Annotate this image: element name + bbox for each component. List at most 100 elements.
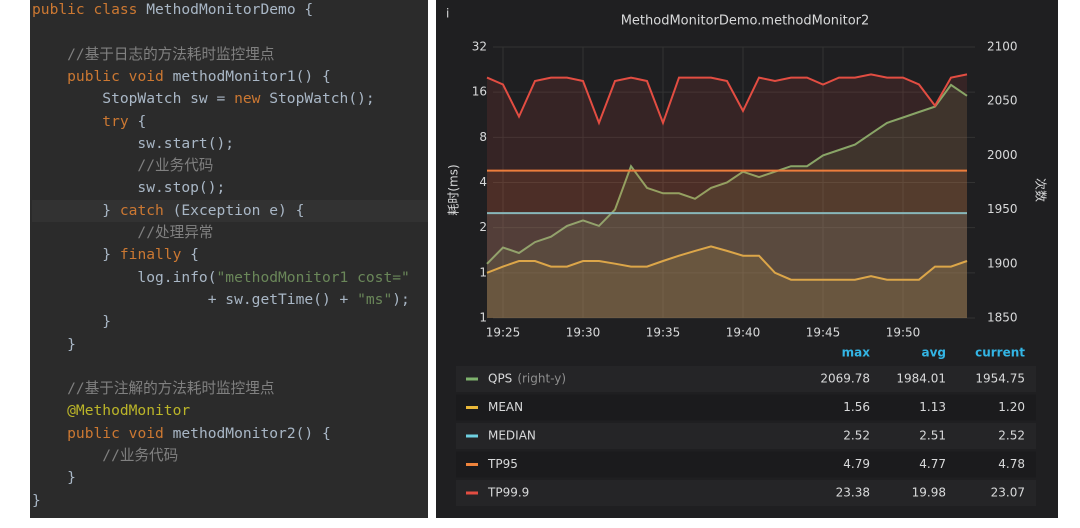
code-line: StopWatch sw = new StopWatch(); bbox=[32, 88, 428, 110]
code-token: methodMonitor1() { bbox=[172, 67, 331, 85]
code-token: void bbox=[128, 67, 173, 85]
code-line bbox=[32, 21, 428, 43]
code-editor: public class MethodMonitorDemo { //基于日志的… bbox=[30, 0, 428, 518]
legend-stat: 1.20 bbox=[998, 400, 1025, 414]
code-token: StopWatch(); bbox=[260, 90, 375, 108]
code-token: "ms" bbox=[357, 290, 393, 308]
legend-row-bg bbox=[456, 423, 1036, 449]
code-line: public void methodMonitor1() { bbox=[32, 66, 428, 88]
y-tick-label: 4 bbox=[479, 175, 487, 189]
code-line: try { bbox=[32, 111, 428, 133]
code-token: try bbox=[32, 112, 129, 130]
code-line: public class MethodMonitorDemo { bbox=[32, 0, 428, 21]
legend-name: QPS bbox=[488, 372, 512, 386]
code-token: public class bbox=[32, 1, 147, 18]
legend-stat: 2.52 bbox=[843, 429, 870, 443]
series-line bbox=[486, 245, 968, 281]
code-token: new bbox=[234, 90, 261, 108]
legend-name: TP99.9 bbox=[487, 486, 529, 500]
code-token: //基于日志的方法耗时监控埋点 bbox=[32, 45, 275, 63]
info-icon: i bbox=[446, 7, 449, 21]
code-token: public bbox=[32, 67, 129, 85]
legend-stat: 1.56 bbox=[843, 400, 870, 414]
code-token: } bbox=[32, 469, 76, 487]
legend-name: MEAN bbox=[488, 400, 523, 414]
code-token: //业务代码 bbox=[32, 157, 214, 175]
legend-stat: 2069.78 bbox=[820, 372, 870, 386]
code-token: } bbox=[32, 313, 112, 331]
code-token: public bbox=[32, 424, 129, 442]
code-line: } bbox=[32, 311, 428, 333]
legend-stat: 23.07 bbox=[991, 486, 1025, 500]
code-token: //基于注解的方法耗时监控埋点 bbox=[32, 380, 275, 398]
area-fill bbox=[487, 246, 967, 318]
code-line: @MethodMonitor bbox=[32, 400, 428, 422]
y2-axis-label: 次数 bbox=[1034, 178, 1049, 202]
y2-tick-label: 2000 bbox=[987, 148, 1018, 162]
y2-tick-label: 1850 bbox=[987, 311, 1018, 325]
code-token: (Exception e) { bbox=[163, 201, 305, 219]
x-tick-label: 19:35 bbox=[646, 326, 681, 340]
code-token: } bbox=[32, 246, 120, 264]
code-line: } bbox=[32, 467, 428, 489]
legend-header: max bbox=[842, 346, 871, 360]
code-line: //基于注解的方法耗时监控埋点 bbox=[32, 378, 428, 400]
code-line bbox=[32, 356, 428, 378]
x-tick-label: 19:50 bbox=[886, 326, 921, 340]
legend-name: TP95 bbox=[487, 457, 518, 471]
code-line: } bbox=[32, 334, 428, 356]
code-line: public void methodMonitor2() { bbox=[32, 423, 428, 445]
code-line: sw.stop(); bbox=[32, 177, 428, 199]
legend-row-bg bbox=[456, 366, 1036, 392]
legend-stat: 1.13 bbox=[919, 400, 946, 414]
code-token: log.info( bbox=[32, 268, 217, 286]
code-line: } finally { bbox=[32, 244, 428, 266]
legend-stat: 19.98 bbox=[912, 486, 946, 500]
x-tick-label: 19:30 bbox=[566, 326, 601, 340]
code-token: { bbox=[128, 112, 147, 130]
legend-header: current bbox=[975, 346, 1025, 360]
code-token: @MethodMonitor bbox=[32, 402, 191, 420]
area-fill bbox=[487, 74, 967, 319]
y2-tick-label: 1950 bbox=[987, 202, 1018, 216]
code-token: sw.start(); bbox=[32, 134, 235, 152]
code-token: } bbox=[32, 491, 41, 509]
legend-row-bg bbox=[456, 451, 1036, 478]
code-token: catch bbox=[119, 201, 164, 219]
x-tick-label: 19:25 bbox=[486, 326, 521, 340]
legend-stat: 1954.75 bbox=[975, 372, 1025, 386]
y-tick-label: 32 bbox=[472, 40, 487, 54]
code-token: ); bbox=[392, 290, 410, 308]
legend-stat: 2.51 bbox=[919, 429, 946, 443]
series-line bbox=[486, 73, 968, 126]
area-fill bbox=[487, 84, 967, 319]
legend-row-bg bbox=[456, 394, 1036, 421]
code-line: + sw.getTime() + "ms"); bbox=[32, 289, 428, 311]
area-fill bbox=[487, 213, 967, 318]
code-line: //基于日志的方法耗时监控埋点 bbox=[32, 44, 428, 66]
legend-stat: 23.38 bbox=[836, 486, 870, 500]
code-line: //业务代码 bbox=[32, 155, 428, 177]
code-line: } catch (Exception e) { bbox=[32, 199, 428, 222]
code-token: StopWatch sw = bbox=[32, 90, 235, 108]
legend-stat: 2.52 bbox=[998, 429, 1025, 443]
code-token: MethodMonitorDemo { bbox=[146, 1, 314, 18]
legend-stat: 4.79 bbox=[843, 457, 870, 471]
code-token: { bbox=[181, 246, 199, 264]
y-tick-label: 2 bbox=[479, 220, 487, 234]
code-line: log.info("methodMonitor1 cost=" bbox=[32, 267, 428, 289]
code-token: //业务代码 bbox=[32, 447, 179, 464]
series-line bbox=[486, 83, 968, 265]
legend-name: MEDIAN bbox=[488, 429, 536, 443]
y-tick-label: 8 bbox=[479, 130, 487, 144]
code-line: sw.start(); bbox=[32, 133, 428, 155]
legend-axis-note: (right-y) bbox=[517, 372, 566, 386]
y2-tick-label: 2050 bbox=[987, 94, 1018, 108]
code-token: sw.stop(); bbox=[32, 179, 226, 197]
code-token: + sw.getTime() + bbox=[32, 290, 358, 308]
legend-stat: 4.77 bbox=[919, 457, 946, 471]
y-axis-label: 耗时(ms) bbox=[447, 164, 461, 215]
code-token: } bbox=[32, 201, 120, 219]
legend-stat: 1984.01 bbox=[896, 372, 946, 386]
